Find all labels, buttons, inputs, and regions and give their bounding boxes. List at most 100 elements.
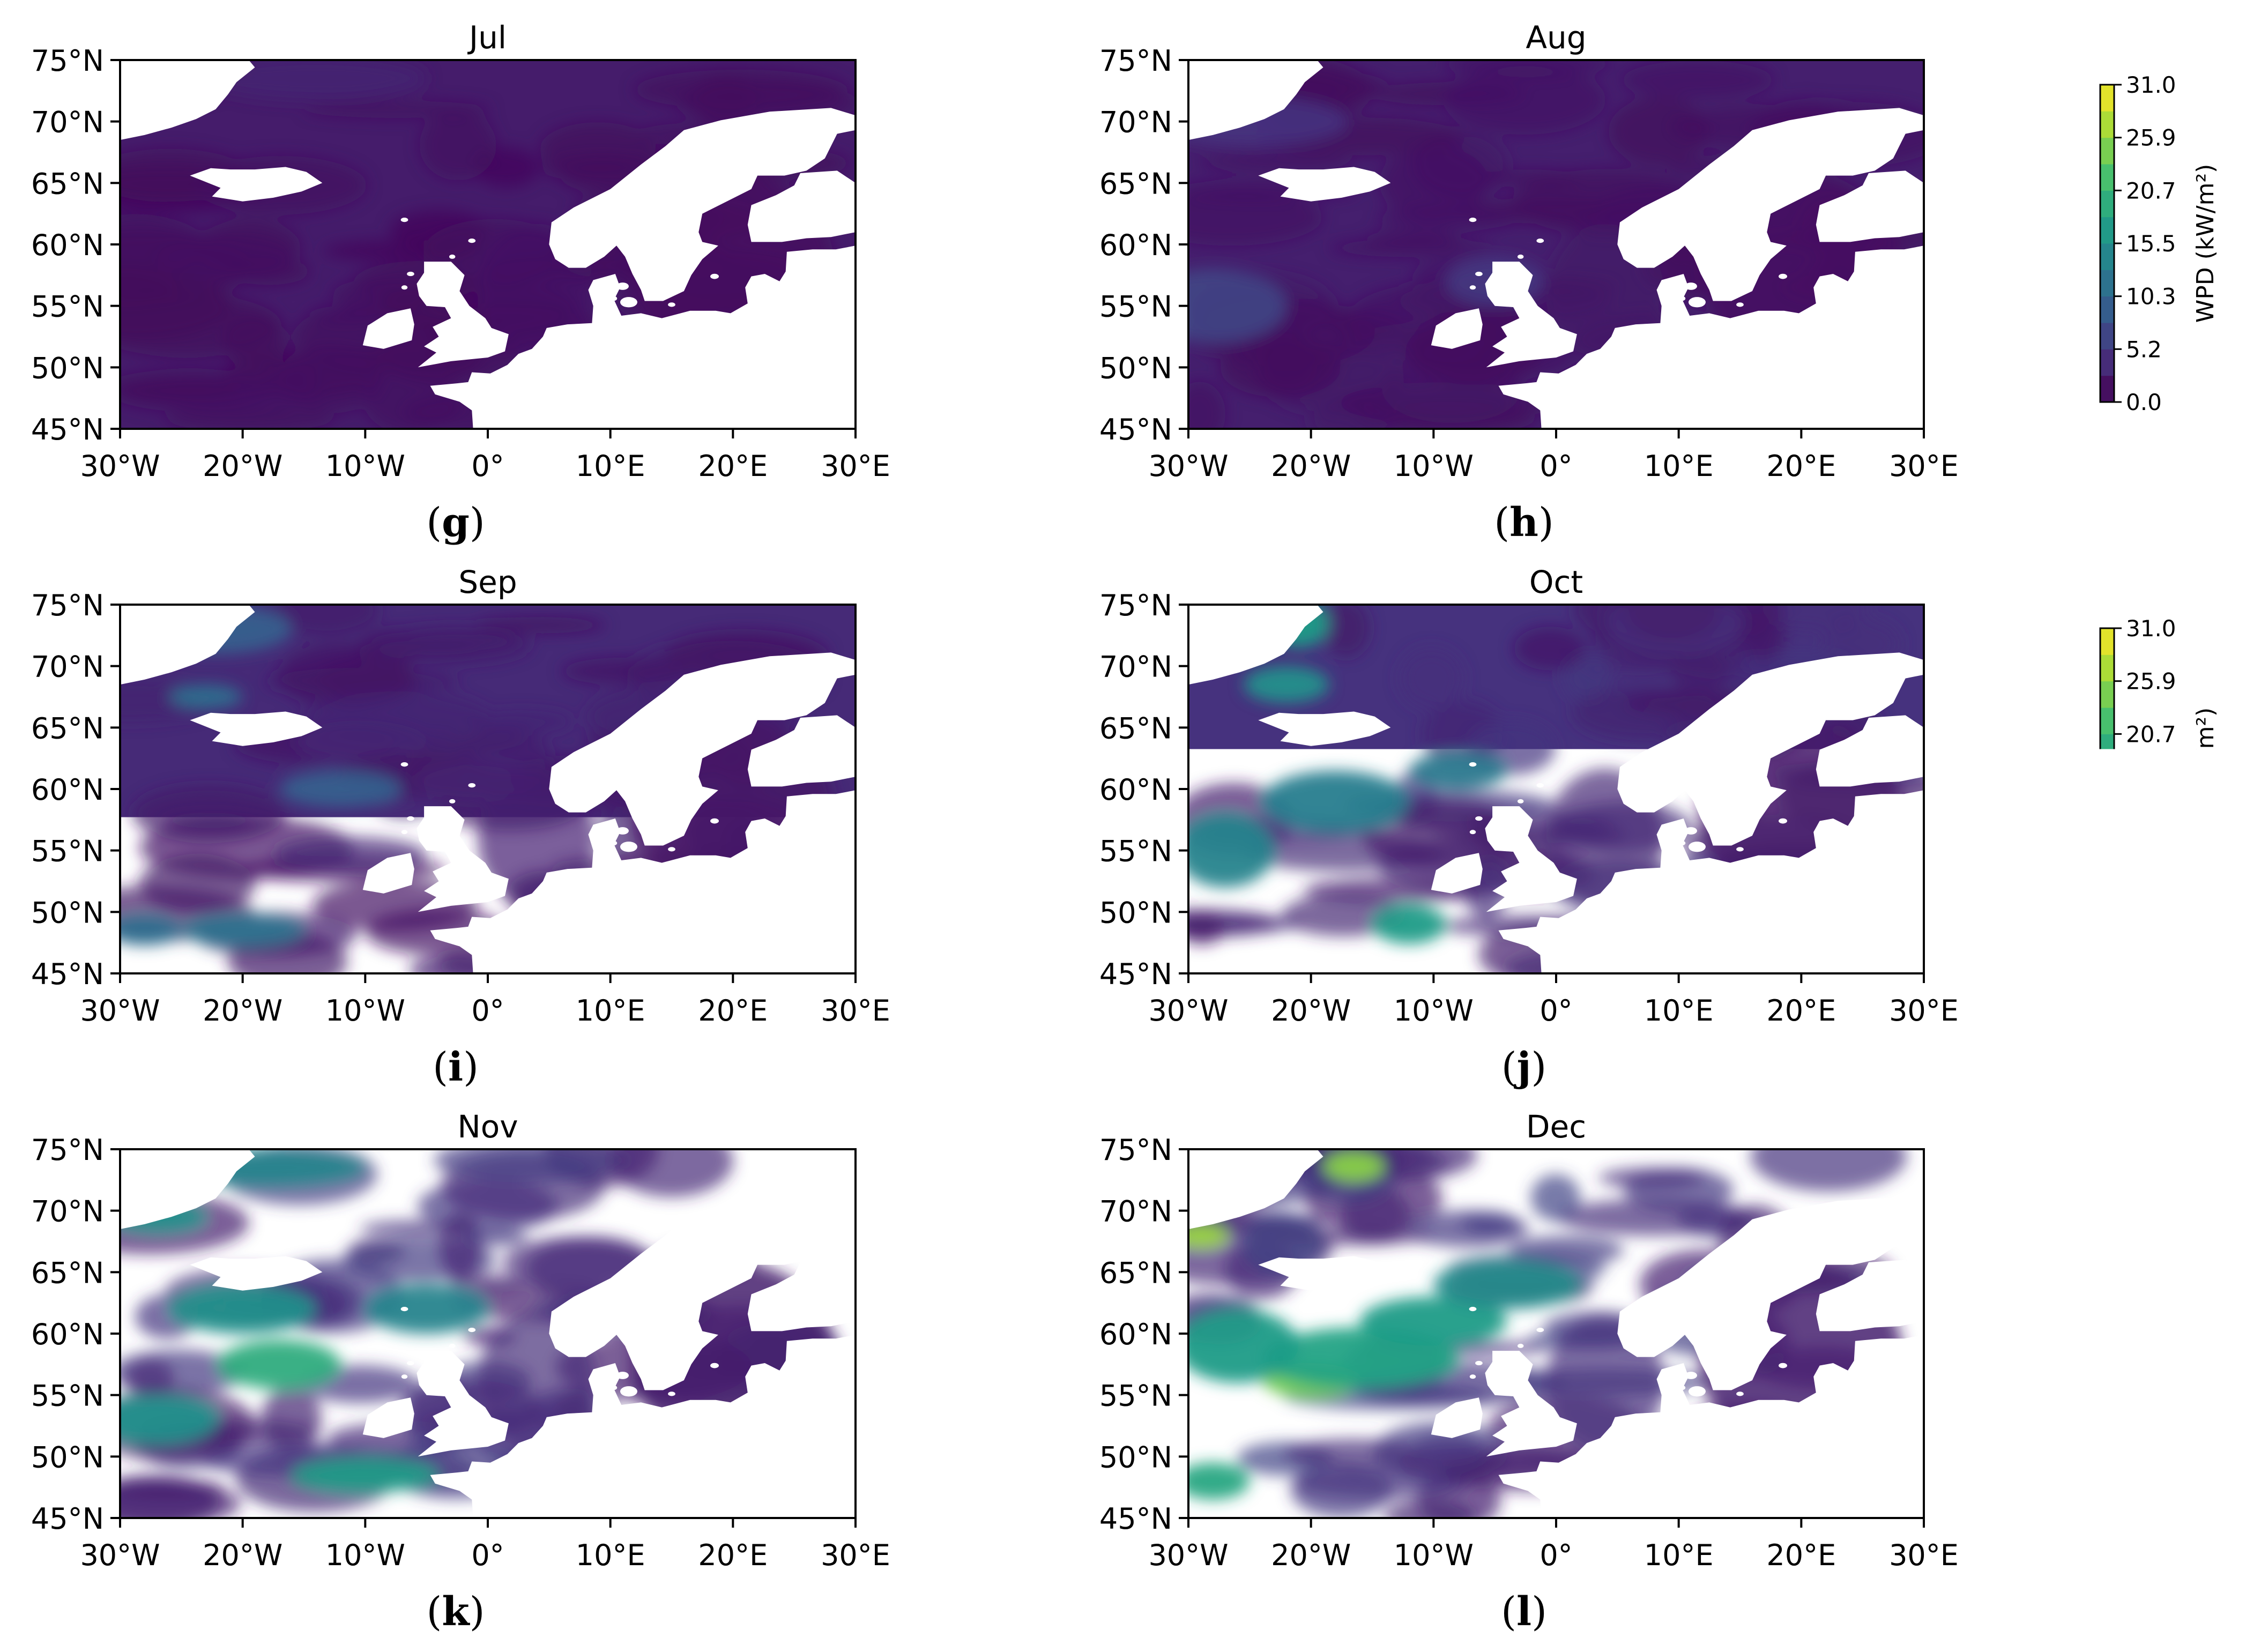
x-tick-label: 20°E [698, 449, 768, 483]
wpd-field [1118, 572, 1944, 989]
colorbar-level [2100, 1252, 2114, 1279]
x-tick-label: 10°W [1394, 994, 1474, 1028]
land-islet [1215, 110, 1223, 115]
colorbar-tick-label: 10.3 [2126, 284, 2176, 310]
colorbar-tick-label: 5.2 [2126, 336, 2162, 362]
colorbar-tick-label: 20.7 [2126, 721, 2176, 747]
y-tick-label: 70°N [1099, 1195, 1172, 1229]
land-islet [194, 1156, 205, 1162]
y-tick-label: 45°N [31, 413, 104, 447]
x-tick-label: 20°W [1271, 994, 1351, 1028]
wpd-hotspot [169, 684, 242, 709]
x-tick-label: 0° [471, 1538, 504, 1572]
y-tick-label: 45°N [31, 1502, 104, 1536]
panel-letter: (l) [1501, 1589, 1547, 1635]
land-islet [1470, 285, 1476, 289]
x-tick-label: 0° [1540, 449, 1572, 483]
land-islet [710, 818, 719, 824]
x-tick-label: 10°W [325, 449, 405, 483]
y-tick-label: 60°N [1099, 773, 1172, 807]
land-islet [1470, 1374, 1476, 1379]
wpd-hotspot [1323, 1152, 1385, 1181]
y-tick-label: 45°N [1099, 1502, 1172, 1536]
land-islet [194, 611, 205, 617]
y-tick-label: 75°N [31, 44, 104, 78]
colorbar-level [2100, 1437, 2114, 1464]
y-tick-label: 75°N [31, 589, 104, 622]
wpd-hotspot [108, 916, 181, 945]
x-tick-label: 30°W [1148, 449, 1228, 483]
land-islet [407, 272, 414, 276]
colorbar-tick-label: 20.7 [2126, 177, 2176, 204]
colorbar: 31.0 25.9 20.7 15.5 10.3 5.2 0.0 WPD (kW/m²) [2100, 615, 2219, 959]
y-tick-label: 50°N [1099, 896, 1172, 929]
panel-title: Nov [457, 1108, 518, 1145]
x-tick-label: 20°W [1271, 449, 1351, 483]
colorbar-level [2100, 761, 2114, 787]
y-tick-label: 45°N [1099, 957, 1172, 991]
land-islet [468, 783, 475, 787]
colorbar-level [2100, 1331, 2114, 1358]
x-tick-label: 20°E [1766, 1538, 1836, 1572]
colorbar-label: WPD (kW/m²) [2192, 1252, 2219, 1411]
y-tick-label: 55°N [1099, 290, 1172, 324]
colorbar-label: WPD (kW/m²) [2192, 164, 2219, 323]
x-tick-label: 10°E [1644, 449, 1714, 483]
colorbar-level [2100, 813, 2114, 840]
y-tick-label: 60°N [31, 773, 104, 807]
land-islet [710, 274, 719, 279]
land-islet [1536, 1328, 1544, 1332]
wpd-hotspot [1372, 905, 1446, 944]
land-islet [616, 282, 629, 290]
x-tick-label: 10°E [1644, 994, 1714, 1028]
land-islet [710, 1363, 719, 1368]
y-tick-label: 65°N [31, 167, 104, 200]
y-tick-label: 65°N [31, 1256, 104, 1290]
y-tick-label: 55°N [31, 1379, 104, 1413]
land-islet [1779, 1363, 1787, 1368]
x-tick-label: 10°E [576, 449, 645, 483]
x-tick-label: 10°W [1394, 1538, 1474, 1572]
x-tick-label: 10°W [325, 994, 405, 1028]
x-tick-label: 30°E [821, 1538, 890, 1572]
colorbar-level [2100, 349, 2114, 376]
colorbar-level [2100, 190, 2114, 217]
x-tick-label: 30°E [821, 449, 890, 483]
colorbar-level [2100, 164, 2114, 191]
map-panel-dec: Dec 75°N 70°N 65°N 60°N 55°N 50°N 45°N30°W 20°W 1… [1097, 1108, 1959, 1635]
colorbar-tick-label: 10.3 [2126, 1372, 2176, 1398]
land-islet [468, 239, 475, 243]
y-tick-label: 45°N [31, 957, 104, 991]
wpd-hotspot [218, 1340, 341, 1389]
colorbar-tick-label: 25.9 [2126, 125, 2176, 151]
land-islet [158, 641, 169, 647]
land-islet [401, 218, 408, 222]
x-tick-label: 20°E [698, 1538, 768, 1572]
colorbar-level [2100, 217, 2114, 244]
land-islet [1536, 239, 1544, 243]
colorbar-level [2100, 243, 2114, 270]
panel-letter: (j) [1501, 1044, 1547, 1090]
colorbar-tick-label: 0.0 [2126, 389, 2162, 415]
x-tick-label: 30°W [80, 449, 160, 483]
x-tick-label: 0° [471, 994, 504, 1028]
land-islet [180, 85, 188, 90]
colorbar-level [2100, 1278, 2114, 1305]
y-tick-label: 70°N [1099, 650, 1172, 684]
land-islet [1262, 611, 1274, 617]
map-panel-nov: Nov75°N70°N65°N60°N55°N50°N45°N30°W 20°W 1… [31, 1108, 890, 1635]
colorbar-level [2100, 734, 2114, 761]
wpd-hotspot [365, 1284, 488, 1334]
land-islet [1677, 840, 1685, 846]
land-islet [1736, 847, 1744, 851]
colorbar-tick-label: 15.5 [2126, 230, 2176, 257]
map-panel-sep: Sep75°N70°N65°N60°N55°N50°N45°N30°W 20°W 1… [31, 564, 890, 1090]
wpd-hotspot [1433, 1260, 1580, 1309]
colorbar-tick-label: 0.0 [2126, 933, 2162, 959]
land-islet [1215, 1200, 1223, 1204]
y-tick-label: 55°N [31, 835, 104, 868]
land-islet [1689, 842, 1706, 852]
land-islet [407, 816, 414, 821]
land-islet [1677, 296, 1685, 301]
x-tick-label: 30°W [80, 994, 160, 1028]
